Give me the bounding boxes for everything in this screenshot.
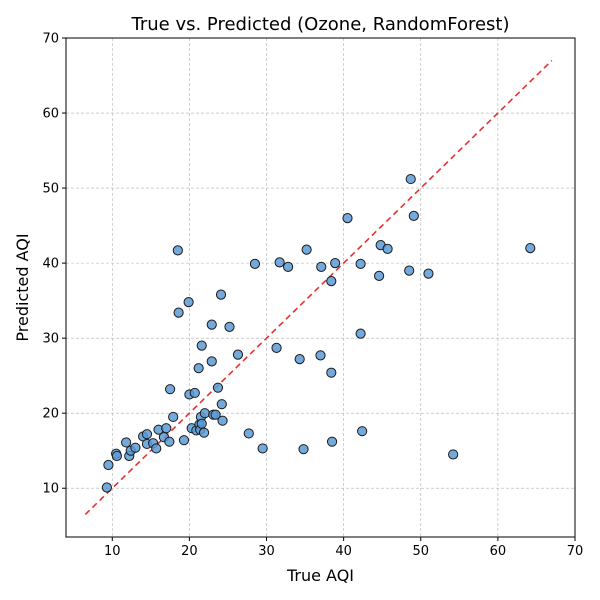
data-point	[151, 443, 162, 454]
x-tick-label: 50	[412, 544, 429, 559]
data-point	[189, 387, 200, 399]
data-point	[198, 427, 210, 438]
plot-frame	[65, 37, 576, 538]
data-point	[448, 449, 459, 460]
x-tick-label: 30	[258, 544, 275, 559]
data-point	[298, 444, 309, 455]
data-point	[315, 350, 326, 361]
data-point	[130, 442, 141, 453]
data-point	[249, 258, 261, 269]
data-point	[271, 342, 282, 354]
data-point	[111, 450, 123, 462]
data-point	[196, 340, 207, 351]
data-point	[374, 270, 385, 281]
y-tick-label: 10	[42, 482, 59, 497]
data-point	[164, 436, 175, 447]
data-point	[178, 435, 190, 446]
data-point	[224, 321, 235, 332]
reference-line	[84, 59, 553, 516]
data-point	[172, 245, 183, 256]
y-tick-label: 20	[42, 407, 59, 422]
data-point	[301, 244, 312, 255]
data-point	[183, 297, 194, 308]
data-point	[216, 399, 227, 410]
ticks-layer: 10 20 30 40 50 60 70 10 20 30 40 50 60 70	[42, 32, 583, 560]
data-point	[121, 437, 132, 448]
data-point	[355, 328, 366, 339]
data-point	[173, 307, 184, 318]
data-point	[141, 429, 153, 440]
data-point	[206, 319, 217, 330]
data-point	[357, 426, 368, 437]
data-point	[525, 243, 536, 254]
y-tick-label: 70	[42, 32, 59, 47]
data-point	[342, 212, 353, 224]
data-point	[212, 382, 224, 393]
data-point	[423, 268, 434, 279]
y-tick-label: 60	[42, 107, 59, 122]
data-point	[274, 257, 285, 268]
data-point	[206, 356, 217, 367]
data-point	[382, 243, 393, 254]
data-point	[326, 276, 337, 287]
points-layer	[101, 173, 536, 493]
data-point	[283, 261, 294, 272]
data-point	[330, 258, 341, 269]
data-point	[232, 349, 244, 360]
x-tick-label: 40	[335, 544, 352, 559]
data-point	[168, 411, 179, 423]
y-tick-label: 40	[42, 257, 59, 272]
data-point	[215, 289, 227, 300]
x-tick-label: 60	[490, 544, 507, 559]
x-tick-label: 10	[104, 544, 121, 559]
data-point	[316, 261, 327, 272]
reference-line-layer	[84, 59, 553, 516]
data-point	[326, 436, 338, 447]
y-tick-label: 30	[42, 332, 59, 347]
x-tick-label: 70	[567, 544, 584, 559]
data-point	[408, 210, 419, 221]
data-point	[161, 423, 172, 434]
data-point	[326, 367, 337, 378]
data-point	[210, 409, 221, 420]
data-point	[355, 258, 366, 269]
y-tick-label: 50	[42, 182, 59, 197]
data-point	[243, 428, 254, 439]
data-point	[165, 384, 176, 395]
data-point	[103, 459, 114, 471]
data-point	[101, 482, 112, 493]
data-point	[405, 173, 416, 185]
chart-title: True vs. Predicted (Ozone, RandomForest)	[130, 14, 509, 35]
data-point	[404, 265, 415, 276]
x-axis-label: True AQI	[286, 566, 354, 585]
data-point	[196, 418, 207, 429]
data-point	[193, 363, 204, 374]
data-point	[217, 415, 228, 426]
y-axis-label: Predicted AQI	[13, 233, 32, 341]
x-tick-label: 20	[181, 544, 198, 559]
data-point	[294, 354, 305, 365]
data-point	[257, 443, 268, 454]
data-point	[199, 408, 210, 419]
